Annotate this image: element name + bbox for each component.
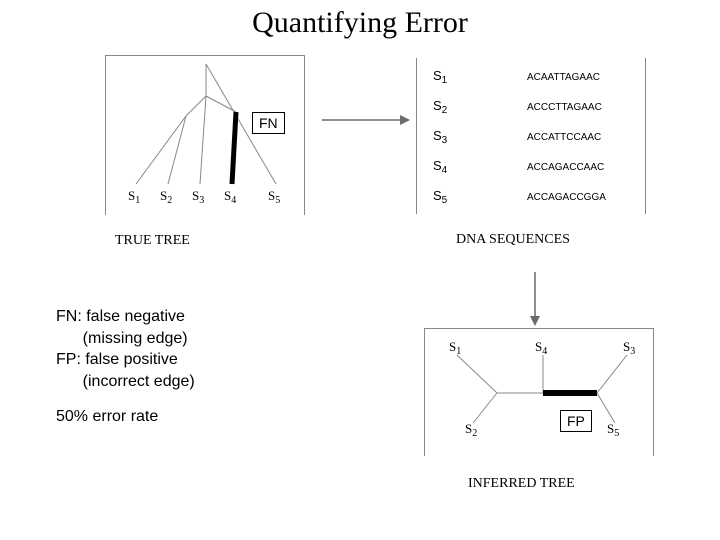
dna-table: S1 ACAATTAGAAC S2 ACCCTTAGAAC S3 ACCATTCCAAC S…: [417, 58, 647, 214]
svg-text:S4: S4: [433, 158, 448, 176]
definition-line: FP: false positive: [56, 349, 195, 371]
svg-text:S3: S3: [433, 128, 448, 146]
svg-text:S4: S4: [535, 339, 547, 357]
true-tree-panel: S1 S2 S3 S4 S5: [105, 55, 305, 215]
arrow-tree-to-dna: [320, 111, 412, 129]
dna-caption: DNA SEQUENCES: [456, 232, 570, 248]
svg-text:S4: S4: [224, 188, 236, 206]
svg-text:ACCATTCCAAC: ACCATTCCAAC: [527, 132, 601, 143]
svg-text:S2: S2: [160, 188, 172, 206]
svg-text:ACCCTTAGAAC: ACCCTTAGAAC: [527, 102, 602, 113]
svg-text:S1: S1: [433, 68, 448, 86]
svg-text:S5: S5: [268, 188, 280, 206]
definition-line: (incorrect edge): [56, 371, 195, 393]
svg-text:ACCAGACCGGA: ACCAGACCGGA: [527, 192, 606, 203]
definition-line: [56, 392, 195, 406]
svg-text:S1: S1: [128, 188, 140, 206]
svg-text:S5: S5: [607, 421, 619, 439]
svg-text:S1: S1: [449, 339, 461, 357]
definition-line: (missing edge): [56, 328, 195, 350]
svg-text:S2: S2: [465, 421, 477, 439]
svg-text:S2: S2: [433, 98, 448, 116]
svg-text:S5: S5: [433, 188, 448, 206]
definitions-block: FN: false negative (missing edge)FP: fal…: [56, 306, 195, 428]
dna-panel: S1 ACAATTAGAAC S2 ACCCTTAGAAC S3 ACCATTCCAAC S…: [416, 58, 646, 214]
true-tree-caption: TRUE TREE: [115, 233, 190, 249]
inferred-tree-svg: S1 S4 S3 S2 S5: [425, 329, 655, 449]
svg-text:ACCAGACCAAC: ACCAGACCAAC: [527, 162, 604, 173]
definition-line: FN: false negative: [56, 306, 195, 328]
inferred-tree-panel: S1 S4 S3 S2 S5: [424, 328, 654, 456]
fn-label: FN: [252, 112, 285, 134]
definition-line: 50% error rate: [56, 406, 195, 428]
page-title: Quantifying Error: [0, 6, 720, 40]
fp-label: FP: [560, 410, 592, 432]
svg-text:S3: S3: [623, 339, 635, 357]
svg-text:ACAATTAGAAC: ACAATTAGAAC: [527, 72, 600, 83]
inferred-tree-caption: INFERRED TREE: [468, 476, 575, 492]
arrow-dna-to-inferred: [526, 270, 544, 328]
svg-text:S3: S3: [192, 188, 204, 206]
